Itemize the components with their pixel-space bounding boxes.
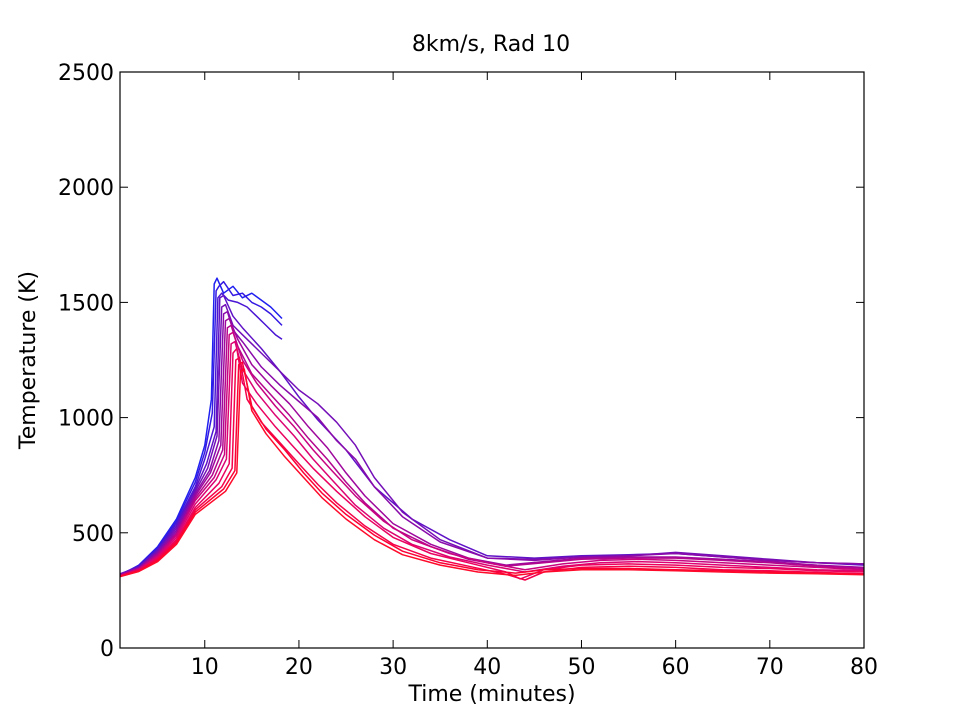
chart-title: 8km/s, Rad 10 — [412, 32, 570, 57]
y-tick-label: 1500 — [58, 291, 114, 316]
y-tick-label: 2500 — [58, 61, 114, 86]
y-axis: 0 500 1000 1500 2000 2500 — [58, 61, 864, 662]
series-line-2 — [119, 280, 283, 576]
y-tick-label: 0 — [100, 637, 114, 662]
y-tick-label: 1000 — [58, 407, 114, 432]
plot-frame — [119, 71, 865, 649]
x-tick-label: 70 — [756, 655, 784, 680]
series-line-1 — [119, 277, 283, 577]
series-line-11 — [119, 347, 865, 580]
series-line-6 — [119, 310, 865, 576]
series-line-8 — [119, 324, 865, 577]
x-tick-label: 50 — [567, 655, 595, 680]
series-line-9 — [119, 331, 865, 577]
series-layer — [119, 277, 865, 581]
x-tick-label: 30 — [379, 655, 407, 680]
x-tick-label: 60 — [662, 655, 690, 680]
x-tick-label: 20 — [285, 655, 313, 680]
series-line-13 — [119, 361, 865, 578]
series-line-4 — [119, 294, 865, 575]
series-line-12 — [119, 356, 865, 581]
x-axis-label: Time (minutes) — [407, 682, 575, 707]
series-line-14 — [119, 368, 865, 578]
x-tick-label: 80 — [850, 655, 878, 680]
y-tick-label: 2000 — [58, 176, 114, 201]
x-tick-label: 40 — [473, 655, 501, 680]
y-axis-label: Temperature (K) — [16, 271, 41, 450]
x-tick-label: 10 — [191, 655, 219, 680]
series-line-3 — [119, 292, 283, 575]
x-axis: 10 20 30 40 50 60 70 80 — [191, 72, 878, 680]
series-line-10 — [119, 340, 865, 577]
y-tick-label: 500 — [72, 522, 114, 547]
series-line-7 — [119, 317, 865, 576]
